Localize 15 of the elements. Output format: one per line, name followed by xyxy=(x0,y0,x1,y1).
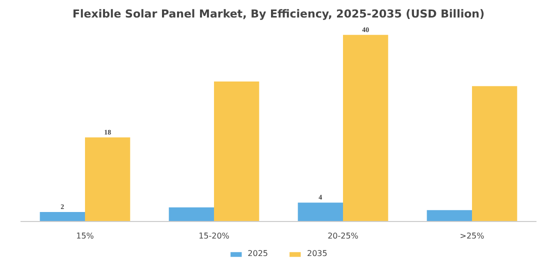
bar xyxy=(85,137,130,222)
x-tick-label: 15% xyxy=(76,231,94,240)
x-tick-label: >25% xyxy=(460,231,485,240)
bar xyxy=(426,210,472,222)
chart-title: Flexible Solar Panel Market, By Efficiency, 2025-2035 (USD Billion) xyxy=(72,8,485,20)
legend-label: 2035 xyxy=(307,249,328,258)
bar xyxy=(40,212,85,222)
x-tick-label: 20-25% xyxy=(328,231,359,240)
x-tick-label: 15-20% xyxy=(198,231,230,240)
bar xyxy=(214,81,260,222)
bar xyxy=(168,207,214,222)
bar xyxy=(343,34,388,222)
bar xyxy=(472,86,518,222)
legend-label: 2025 xyxy=(248,249,268,258)
bar xyxy=(298,202,343,222)
